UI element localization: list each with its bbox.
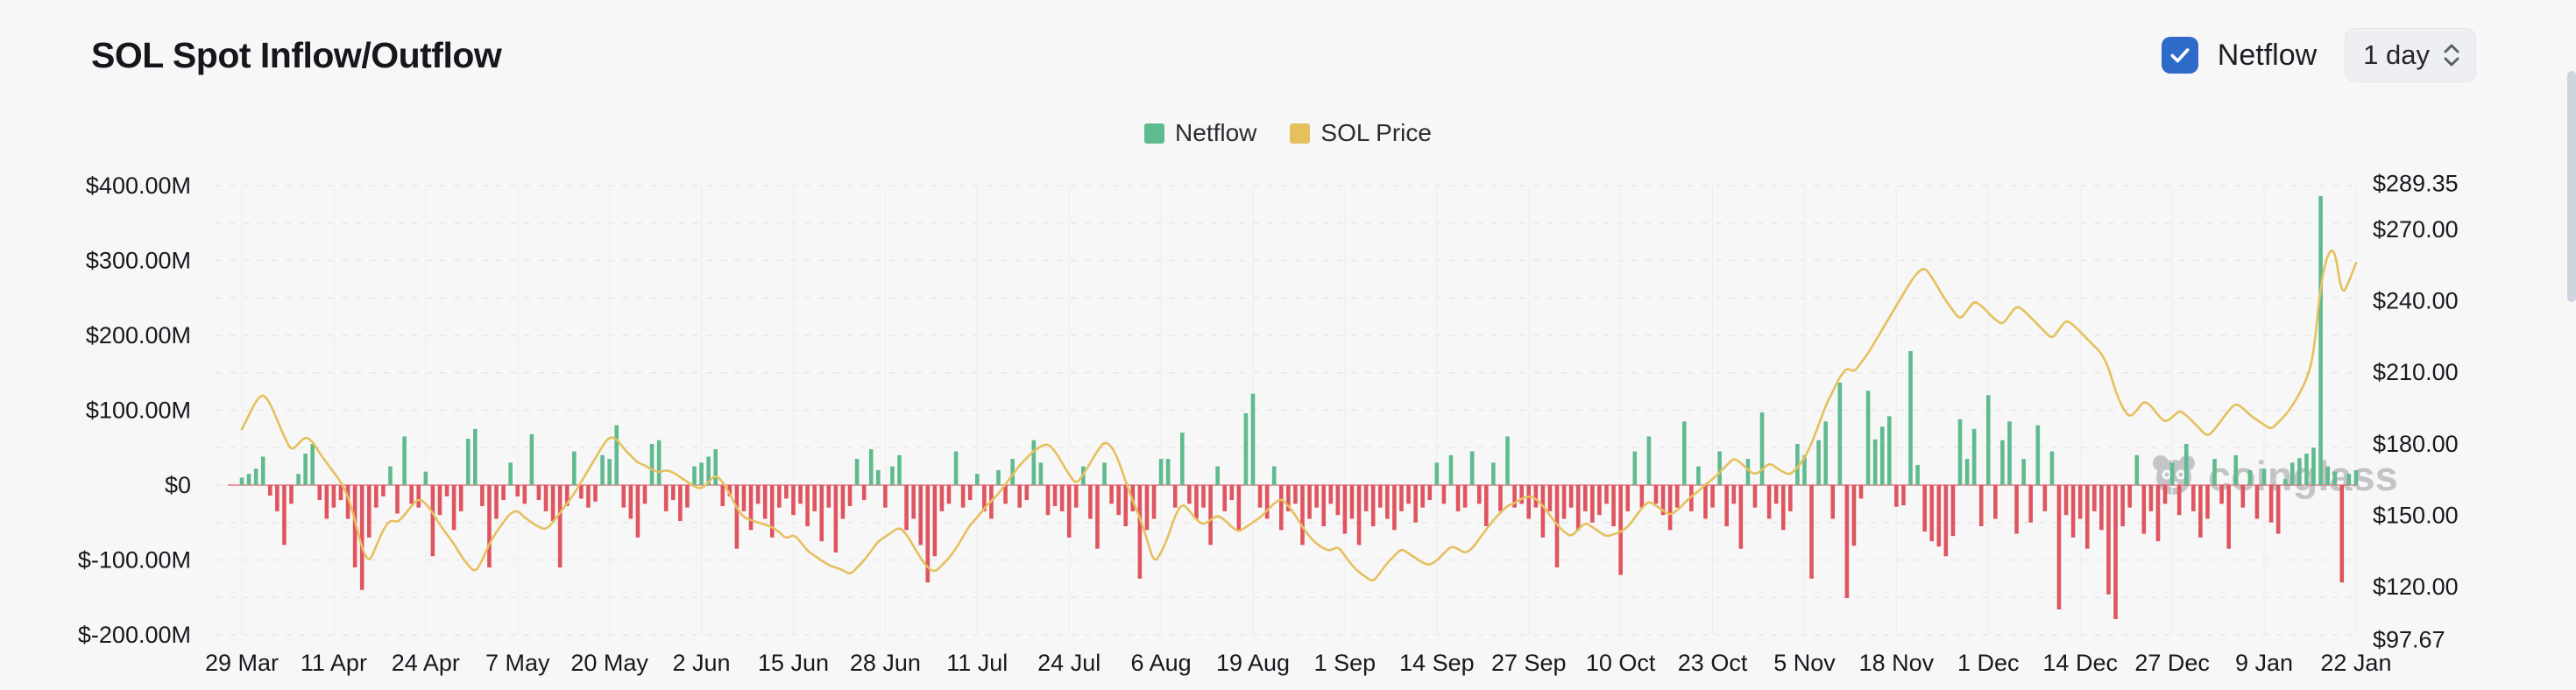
svg-text:$120.00: $120.00	[2373, 574, 2459, 600]
page-title: SOL Spot Inflow/Outflow	[91, 35, 502, 75]
svg-text:$-200.00M: $-200.00M	[78, 622, 191, 648]
interval-select-value: 1 day	[2363, 39, 2430, 70]
netflow-swatch-icon	[1144, 123, 1165, 144]
svg-text:27 Sep: 27 Sep	[1491, 650, 1567, 676]
svg-text:2 Jun: 2 Jun	[673, 650, 731, 676]
svg-text:19 Aug: 19 Aug	[1216, 650, 1290, 676]
svg-text:14 Sep: 14 Sep	[1399, 650, 1475, 676]
svg-text:15 Jun: 15 Jun	[758, 650, 829, 676]
svg-text:7 May: 7 May	[485, 650, 550, 676]
svg-text:10 Oct: 10 Oct	[1586, 650, 1656, 676]
svg-text:9 Jan: 9 Jan	[2235, 650, 2293, 676]
svg-text:$300.00M: $300.00M	[86, 248, 191, 274]
svg-text:$240.00: $240.00	[2373, 288, 2459, 314]
netflow-checkbox[interactable]	[2161, 37, 2198, 74]
legend-item-sol-price[interactable]: SOL Price	[1290, 119, 1432, 147]
svg-text:11 Jul: 11 Jul	[946, 650, 1008, 676]
svg-text:$180.00: $180.00	[2373, 431, 2459, 457]
svg-text:$210.00: $210.00	[2373, 359, 2459, 385]
legend-label-netflow: Netflow	[1175, 119, 1257, 146]
svg-text:29 Mar: 29 Mar	[205, 650, 279, 676]
scrollbar-thumb[interactable]	[2567, 71, 2576, 302]
select-spinner-icon	[2444, 44, 2459, 67]
svg-text:$-100.00M: $-100.00M	[78, 547, 191, 574]
chart-controls: Netflow 1 day	[2161, 26, 2476, 84]
svg-text:$400.00M: $400.00M	[86, 172, 191, 199]
svg-text:20 May: 20 May	[570, 650, 648, 676]
legend-label-sol-price: SOL Price	[1320, 119, 1432, 146]
svg-text:$100.00M: $100.00M	[86, 398, 191, 424]
svg-text:5 Nov: 5 Nov	[1773, 650, 1836, 676]
svg-text:14 Dec: 14 Dec	[2042, 650, 2118, 676]
netflow-checkbox-label[interactable]: Netflow	[2217, 38, 2318, 72]
svg-text:18 Nov: 18 Nov	[1859, 650, 1935, 676]
svg-text:1 Sep: 1 Sep	[1314, 650, 1376, 676]
svg-text:$270.00: $270.00	[2373, 216, 2459, 243]
svg-text:28 Jun: 28 Jun	[850, 650, 921, 676]
svg-text:27 Dec: 27 Dec	[2134, 650, 2210, 676]
legend-item-netflow[interactable]: Netflow	[1144, 119, 1256, 147]
svg-text:23 Oct: 23 Oct	[1678, 650, 1748, 676]
svg-text:1 Dec: 1 Dec	[1957, 650, 2020, 676]
svg-text:24 Jul: 24 Jul	[1037, 650, 1100, 676]
svg-text:6 Aug: 6 Aug	[1131, 650, 1192, 676]
svg-text:11 Apr: 11 Apr	[301, 650, 367, 676]
chart-legend: Netflow SOL Price	[0, 119, 2576, 147]
svg-text:$150.00: $150.00	[2373, 502, 2459, 528]
svg-text:$97.67: $97.67	[2373, 627, 2445, 653]
svg-text:$200.00M: $200.00M	[86, 322, 191, 349]
checkmark-icon	[2170, 48, 2190, 63]
sol-price-swatch-icon	[1290, 123, 1311, 144]
svg-text:$0: $0	[165, 472, 191, 498]
svg-text:24 Apr: 24 Apr	[392, 650, 460, 676]
svg-text:$289.35: $289.35	[2373, 170, 2459, 196]
interval-select[interactable]: 1 day	[2345, 28, 2476, 82]
svg-text:22 Jan: 22 Jan	[2320, 650, 2391, 676]
